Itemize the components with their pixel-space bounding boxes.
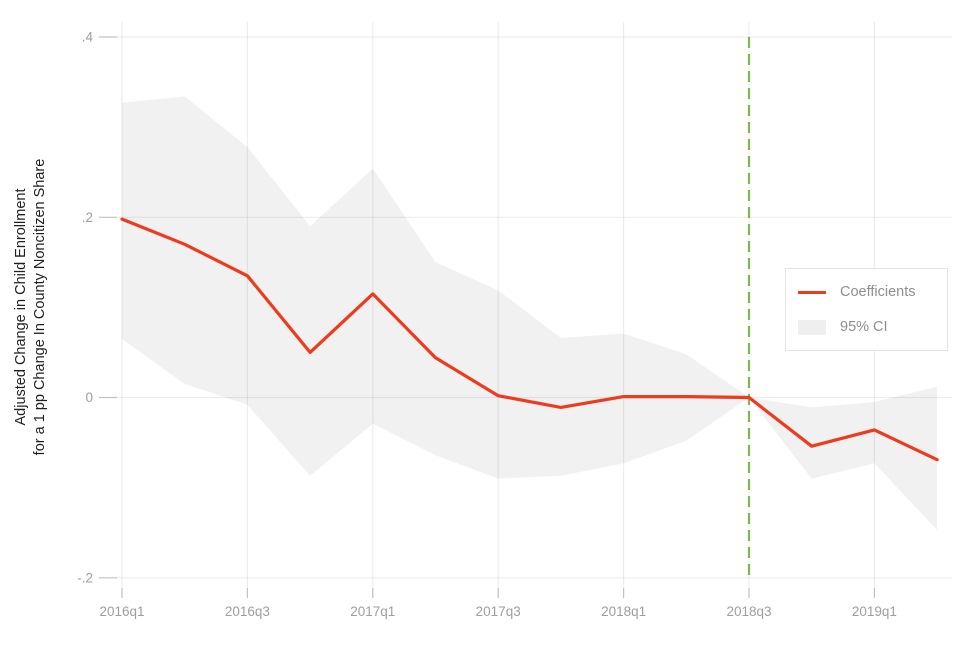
ci-area-swatch [798, 319, 826, 335]
tick-label-y--.2: -.2 [77, 570, 93, 585]
legend-label-ci: 95% CI [840, 319, 888, 335]
legend-item-coefficients: Coefficients [798, 277, 947, 307]
tick-label-y-.4: .4 [82, 30, 94, 45]
ci-band [122, 96, 938, 530]
coefficients-line-swatch [798, 290, 826, 294]
tick-label-x-2017q1: 2017q1 [350, 604, 395, 619]
tick-label-x-2016q1: 2016q1 [99, 604, 144, 619]
tick-label-x-2019q1: 2019q1 [852, 604, 897, 619]
tick-label-y-0: 0 [85, 390, 93, 405]
coefficients-line [120, 217, 939, 462]
tick-label-x-2018q3: 2018q3 [726, 604, 771, 619]
y-axis-title-line2: for a 1 pp Change In County Noncitizen S… [32, 158, 48, 456]
legend: Coefficients 95% CI [785, 268, 948, 351]
tick-label-x-2017q3: 2017q3 [476, 604, 521, 619]
tick-label-y-.2: .2 [82, 210, 93, 225]
legend-label-coefficients: Coefficients [840, 284, 916, 300]
y-axis-title-line1: Adjusted Change in Child Enrollment [13, 188, 29, 426]
y-axis-title: Adjusted Change in Child Enrollment for … [12, 0, 50, 650]
tick-label-x-2016q3: 2016q3 [225, 604, 270, 619]
legend-item-ci: 95% CI [798, 312, 947, 342]
tick-label-x-2018q1: 2018q1 [601, 604, 646, 619]
